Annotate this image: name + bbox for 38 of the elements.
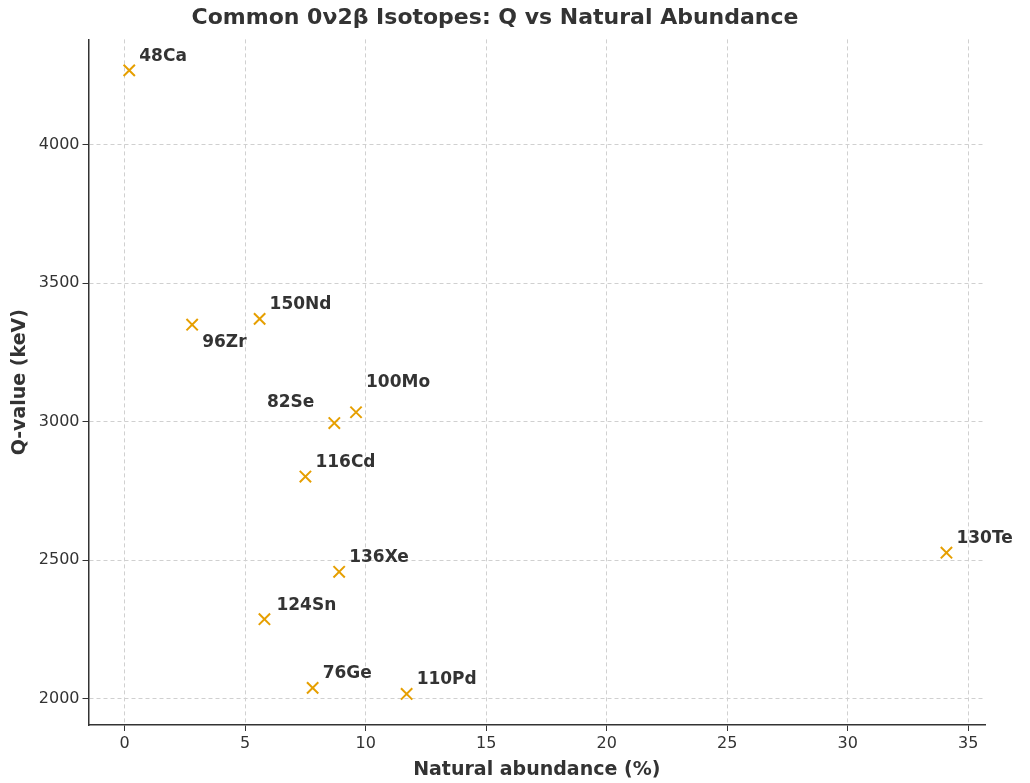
point: [939, 546, 954, 560]
point: [257, 612, 272, 626]
x-tick-label: 25: [716, 732, 738, 752]
x-tick-label: 5: [240, 732, 251, 752]
annotation: 48Ca: [139, 44, 187, 65]
annotation: 136Xe: [349, 546, 409, 567]
y-tick-label: 3000: [38, 410, 80, 430]
annotation: 96Zr: [202, 331, 248, 352]
point: [185, 318, 199, 332]
annotation: 124Sn: [276, 593, 337, 614]
annotation: 76Ge: [322, 662, 372, 683]
annotation: 100Mo: [366, 370, 431, 391]
y-tick-label: 3500: [38, 272, 80, 292]
x-tick-label: 20: [596, 732, 617, 752]
x-tick-label: 35: [957, 732, 979, 752]
annotation: 82Se: [266, 391, 315, 412]
point: [298, 469, 313, 484]
point: [305, 681, 320, 695]
annotation: 130Te: [956, 527, 1013, 548]
point: [349, 405, 363, 419]
point: [252, 312, 267, 326]
y-axis-title: Q-value (keV): [7, 309, 30, 456]
annotation: 150Nd: [269, 293, 332, 314]
x-tick-label: 15: [475, 732, 497, 752]
annotation: 116Cd: [315, 450, 376, 471]
annotation: 110Pd: [416, 668, 477, 689]
point: [122, 63, 136, 78]
x-tick-label: 30: [837, 732, 858, 752]
y-tick-label: 4000: [38, 133, 80, 153]
x-axis-title: Natural abundance (%): [413, 756, 661, 779]
x-tick-label: 0: [119, 732, 130, 752]
y-tick-label: 2000: [38, 687, 80, 707]
x-tick-label: 10: [355, 732, 376, 752]
point: [332, 565, 346, 579]
point: [327, 416, 341, 430]
y-tick-label: 2500: [38, 549, 80, 569]
chart-title: Common 0ν2β Isotopes: Q vs Natural Abundance: [191, 3, 799, 29]
point: [399, 687, 414, 701]
